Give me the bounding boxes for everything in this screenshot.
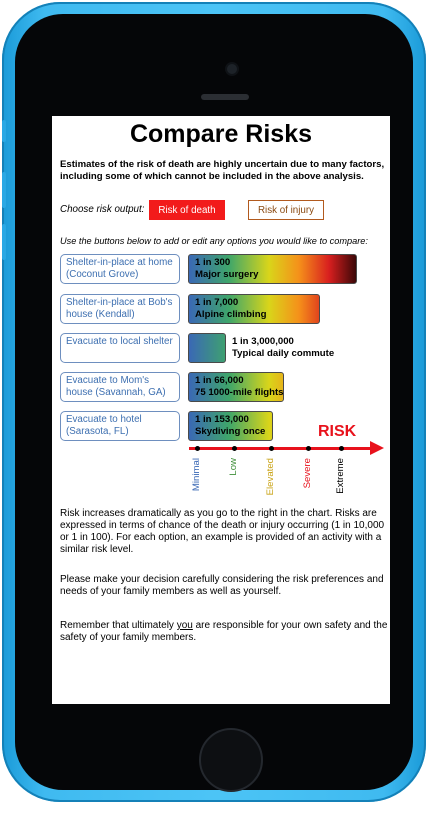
risk-value: 1 in 300 bbox=[195, 257, 231, 268]
option-button[interactable]: Shelter-in-place at home (Coconut Grove) bbox=[60, 254, 180, 284]
volume-up-button bbox=[2, 172, 6, 208]
risk-bar bbox=[188, 372, 284, 402]
responsibility-text-start: Remember that ultimately bbox=[60, 620, 177, 631]
risk-example: Typical daily commute bbox=[232, 348, 335, 359]
instructions-text: Use the buttons below to add or edit any… bbox=[60, 236, 368, 246]
camera-icon bbox=[227, 64, 237, 74]
risk-example: Skydiving once bbox=[195, 426, 266, 437]
risk-bar-label: 1 in 66,000 75 1000-mile flights bbox=[195, 375, 284, 399]
app-screen: Compare Risks Estimates of the risk of d… bbox=[52, 116, 390, 704]
risk-bar bbox=[188, 254, 357, 284]
risk-value: 1 in 3,000,000 bbox=[232, 336, 294, 347]
uncertainty-note: Estimates of the risk of death are highl… bbox=[60, 159, 385, 182]
risk-axis-title: RISK bbox=[318, 423, 357, 440]
mute-switch bbox=[2, 120, 6, 142]
risk-bar-label: 1 in 300 Major surgery bbox=[195, 257, 258, 281]
risk-axis-arrow-icon bbox=[370, 441, 384, 455]
option-button[interactable]: Evacuate to hotel (Sarasota, FL) bbox=[60, 411, 180, 441]
decision-paragraph: Please make your decision carefully cons… bbox=[60, 574, 384, 597]
risk-axis-line bbox=[189, 447, 377, 450]
responsibility-text-end: are responsible for your own safety and … bbox=[60, 620, 388, 643]
risk-of-injury-button[interactable]: Risk of injury bbox=[248, 200, 324, 220]
risk-bar-label: 1 in 7,000 Alpine climbing bbox=[195, 297, 266, 321]
home-button[interactable] bbox=[199, 728, 263, 792]
risk-bar-label: 1 in 153,000 Skydiving once bbox=[195, 414, 265, 438]
risk-example: Major surgery bbox=[195, 269, 259, 280]
responsibility-emphasis: you bbox=[176, 620, 193, 631]
risk-bar bbox=[188, 411, 273, 441]
option-button[interactable]: Evacuate to local shelter bbox=[60, 333, 180, 363]
volume-down-button bbox=[2, 224, 6, 260]
page-title: Compare Risks bbox=[129, 120, 313, 148]
risk-value: 1 in 7,000 bbox=[195, 297, 239, 308]
risk-example: 75 1000-mile flights bbox=[195, 387, 284, 398]
axis-tick bbox=[306, 446, 311, 451]
risk-example: Alpine climbing bbox=[195, 309, 267, 320]
speaker-grille bbox=[201, 94, 249, 100]
risk-of-death-button[interactable]: Risk of death bbox=[149, 200, 225, 220]
risk-output-label: Choose risk output: bbox=[60, 204, 145, 215]
responsibility-paragraph: Remember that ultimately you are respons… bbox=[60, 620, 388, 644]
risk-bar bbox=[188, 333, 226, 363]
axis-tick bbox=[269, 446, 274, 451]
axis-tick bbox=[232, 446, 237, 451]
axis-tick bbox=[195, 446, 200, 451]
risk-value: 1 in 66,000 bbox=[195, 375, 244, 386]
option-button[interactable]: Evacuate to Mom's house (Savannah, GA) bbox=[60, 372, 180, 402]
risk-bar bbox=[188, 294, 320, 324]
explanation-paragraph: Risk increases dramatically as you go to… bbox=[60, 508, 385, 555]
risk-value: 1 in 153,000 bbox=[195, 414, 249, 425]
axis-tick bbox=[339, 446, 344, 451]
option-button[interactable]: Shelter-in-place at Bob's house (Kendall… bbox=[60, 294, 180, 324]
risk-bar-label: 1 in 3,000,000 Typical daily commute bbox=[232, 336, 334, 360]
